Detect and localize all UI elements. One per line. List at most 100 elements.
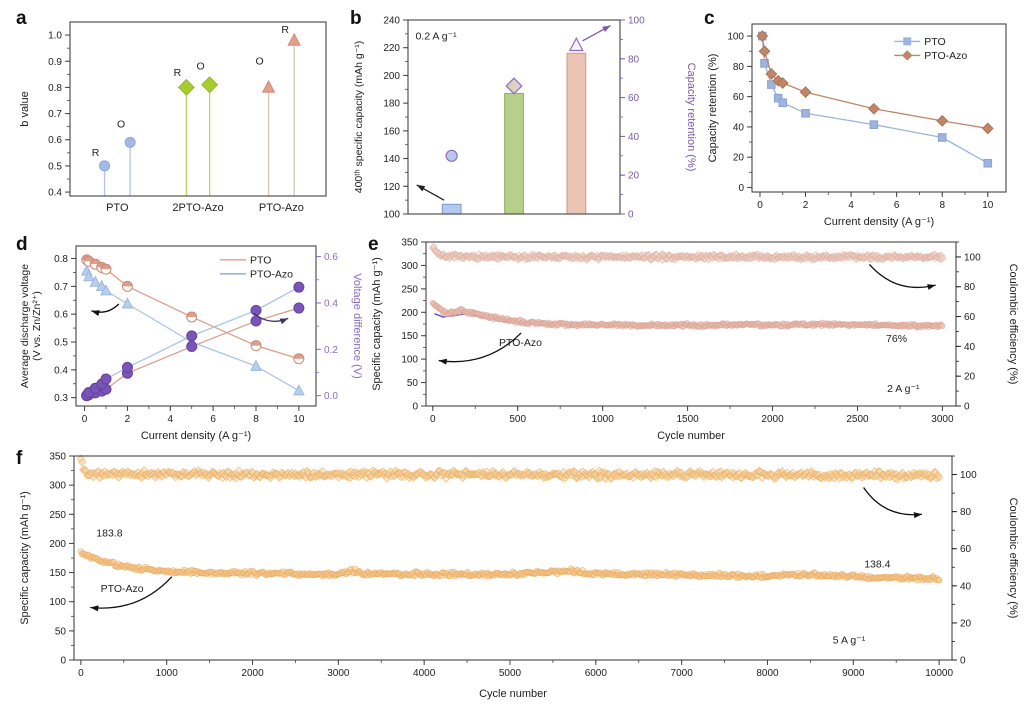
svg-text:0.2: 0.2 [324,345,338,356]
panel-d-letter: d [16,234,28,255]
svg-text:1000: 1000 [592,414,615,425]
svg-text:PTO-Azo: PTO-Azo [259,202,304,214]
svg-text:76%: 76% [886,333,907,345]
svg-text:PTO-Azo: PTO-Azo [924,50,967,62]
svg-text:0: 0 [960,656,966,667]
svg-text:0: 0 [412,402,418,413]
svg-text:PTO-Azo: PTO-Azo [250,268,293,280]
svg-text:0.5: 0.5 [54,338,68,349]
svg-text:3000: 3000 [931,414,954,425]
svg-text:40: 40 [733,122,745,133]
svg-text:10: 10 [982,200,994,211]
svg-text:0.8: 0.8 [54,254,68,265]
svg-text:6: 6 [894,200,900,211]
svg-text:0.6: 0.6 [324,252,338,263]
svg-text:100: 100 [383,210,400,221]
svg-text:Coulombic efficiency (%): Coulombic efficiency (%) [1007,498,1018,619]
svg-text:2: 2 [803,200,809,211]
svg-text:20: 20 [628,171,640,182]
svg-text:20: 20 [960,618,972,629]
svg-text:50: 50 [407,378,419,389]
svg-text:40: 40 [964,342,976,353]
panel-f-plot: 0 1000 2000 3000 4000 5000 6000 7000 8000 9000 100… [19,452,1018,701]
svg-text:200: 200 [49,539,66,550]
panel-f: f 0 1000 2000 3000 4000 5000 6000 7000 8000 9000 1… [14,448,1018,702]
svg-text:80: 80 [628,54,640,65]
svg-text:2PTO-Azo: 2PTO-Azo [172,202,223,214]
svg-text:150: 150 [401,331,418,342]
svg-text:60: 60 [733,92,745,103]
svg-text:O: O [197,61,205,73]
svg-text:R: R [174,67,182,79]
svg-text:R: R [92,147,100,159]
svg-text:Current density (A g⁻¹): Current density (A g⁻¹) [141,430,251,442]
svg-text:Current density (A g⁻¹): Current density (A g⁻¹) [824,216,934,228]
svg-text:60: 60 [628,93,640,104]
svg-text:0: 0 [82,414,88,425]
panel-c: c 0 2 4 6 8 10 Current density (A g⁻¹) 0 20 40 60 8… [702,8,1018,230]
svg-text:0.6: 0.6 [48,135,62,146]
svg-text:250: 250 [401,284,418,295]
svg-text:300: 300 [401,261,418,272]
panel-b: b 100 120 140 160 180 200 220 240 400ᵗʰ specific… [348,8,696,230]
svg-text:8: 8 [253,414,259,425]
svg-text:Specific capacity (mAh g⁻¹): Specific capacity (mAh g⁻¹) [19,491,31,625]
svg-text:0: 0 [78,668,84,679]
svg-text:100: 100 [628,16,645,27]
panel-d-plot: 0 2 4 6 8 10 Current density (A g⁻¹) 0.3 0.4 0.5 0… [19,245,362,442]
svg-text:80: 80 [964,282,976,293]
svg-text:0: 0 [964,402,970,413]
panel-c-letter: c [704,8,715,29]
svg-text:2000: 2000 [241,668,264,679]
svg-text:160: 160 [383,126,400,137]
svg-text:Capacity retention (%): Capacity retention (%) [685,63,696,172]
panel-f-letter: f [16,448,23,469]
svg-text:0.4: 0.4 [324,298,338,309]
svg-text:40: 40 [960,581,972,592]
svg-text:(V vs. Zn/Zn²⁺): (V vs. Zn/Zn²⁺) [31,291,43,361]
svg-text:0.9: 0.9 [48,57,62,68]
svg-text:20: 20 [964,372,976,383]
svg-text:0: 0 [738,183,744,194]
svg-text:R: R [281,24,289,36]
svg-text:8: 8 [939,200,945,211]
svg-text:60: 60 [964,312,976,323]
panel-b-letter: b [350,8,362,29]
svg-text:1.0: 1.0 [48,31,62,42]
svg-text:0.5: 0.5 [48,161,62,172]
panel-e: e 0 500 1000 1500 2000 2500 3000 Cycle number 0 5… [366,234,1018,444]
svg-text:O: O [256,55,264,67]
svg-text:5000: 5000 [499,668,522,679]
svg-text:100: 100 [49,597,66,608]
panel-a: a R O R O O R PTO 2PTO-Azo PTO-Azo 0.4 0.5 0.6 0.7 0.… [14,8,340,230]
svg-text:0: 0 [628,210,634,221]
svg-text:220: 220 [383,43,400,54]
svg-text:0.7: 0.7 [48,109,62,120]
svg-text:0: 0 [757,200,763,211]
svg-text:1000: 1000 [156,668,179,679]
svg-text:Voltage difference (V): Voltage difference (V) [351,273,362,379]
svg-text:150: 150 [49,568,66,579]
svg-text:350: 350 [401,238,418,249]
svg-text:Average discharge voltage: Average discharge voltage [19,264,31,388]
svg-text:Capacity retention (%): Capacity retention (%) [707,54,719,163]
svg-text:500: 500 [509,414,526,425]
svg-text:Cycle number: Cycle number [479,688,547,700]
svg-text:b value: b value [19,91,31,126]
svg-text:180: 180 [383,99,400,110]
svg-text:2500: 2500 [846,414,869,425]
svg-text:0.4: 0.4 [54,365,68,376]
svg-text:0: 0 [60,656,66,667]
svg-text:10: 10 [293,414,305,425]
svg-text:80: 80 [733,62,745,73]
svg-text:60: 60 [960,544,972,555]
svg-text:0.7: 0.7 [54,282,68,293]
svg-text:300: 300 [49,481,66,492]
svg-text:183.8: 183.8 [96,527,122,539]
svg-text:50: 50 [55,626,67,637]
svg-text:0.8: 0.8 [48,83,62,94]
svg-text:0.0: 0.0 [324,391,338,402]
svg-text:2000: 2000 [761,414,784,425]
